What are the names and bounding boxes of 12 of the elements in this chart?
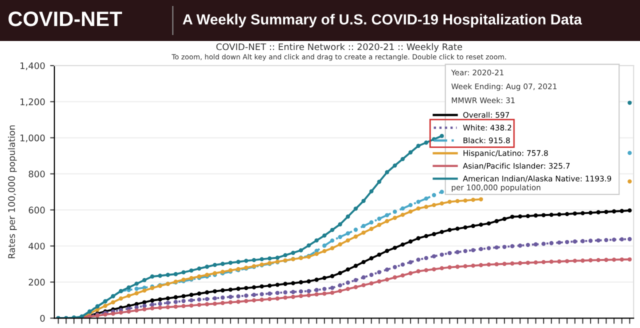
y-tick-label: 600: [28, 206, 45, 214]
y-tick-label: 1,200: [20, 98, 45, 106]
y-tick-label: 1,000: [20, 134, 45, 142]
text: COVID-NET: [8, 12, 122, 26]
text: A Weekly Summary of U.S. COVID-19 Hospitalization Data: [182, 14, 582, 28]
y-axis-title: Rates per 100,000 population: [8, 125, 17, 258]
y-tick-label: 200: [28, 278, 45, 286]
y-tick-label: 1,400: [20, 62, 45, 70]
y-tick-label: 400: [28, 242, 45, 250]
chart-title: COVID-NET :: Entire Network :: 2020-21 :: Weekly Rate: [216, 43, 462, 52]
y-tick-label: 0: [40, 314, 45, 322]
y-tick-label: 800: [28, 170, 45, 178]
